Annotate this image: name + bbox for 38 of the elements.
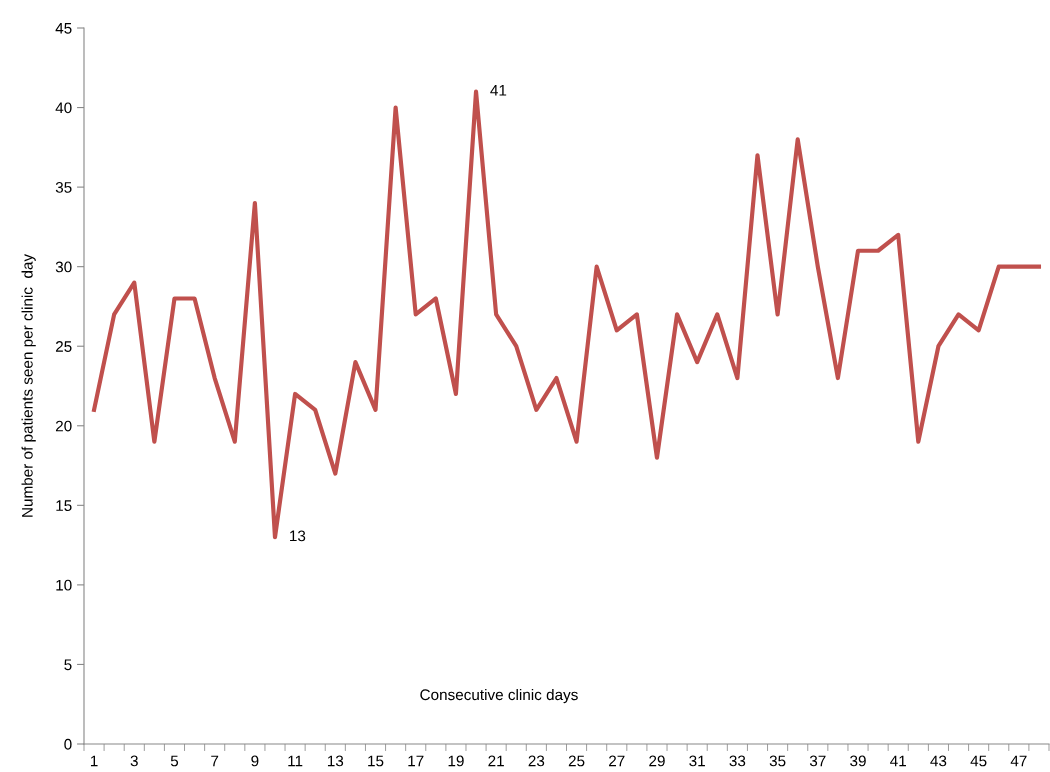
data-label: 41 [490, 85, 507, 96]
x-tick-label: 45 [970, 755, 987, 767]
x-tick-label: 21 [488, 755, 504, 767]
x-tick-label: 7 [211, 755, 219, 767]
x-tick-label: 19 [448, 755, 464, 767]
x-tick-label: 37 [809, 755, 826, 767]
x-tick-label: 11 [288, 755, 303, 767]
y-tick-label: 10 [56, 579, 72, 591]
x-tick-label: 23 [528, 755, 545, 767]
x-tick-label: 5 [170, 755, 179, 767]
x-tick-label: 29 [649, 755, 665, 767]
x-tick-label: 3 [130, 755, 138, 767]
x-tick-label: 25 [568, 755, 585, 767]
x-tick-label: 31 [689, 755, 705, 767]
y-tick-label: 25 [55, 341, 72, 352]
x-tick-label: 47 [1010, 755, 1027, 767]
x-tick-label: 43 [930, 755, 947, 767]
y-tick-label: 40 [55, 102, 72, 114]
y-tick-label: 45 [55, 23, 72, 34]
x-tick-label: 1 [90, 755, 98, 767]
y-tick-label: 15 [56, 500, 72, 512]
x-tick-label: 33 [729, 755, 746, 767]
x-tick-label: 15 [368, 755, 384, 767]
y-tick-label: 0 [64, 738, 72, 750]
x-tick-label: 35 [769, 755, 786, 767]
x-tick-label: 27 [609, 755, 625, 767]
y-axis-title: Number of patients seen per clinic day [21, 253, 36, 517]
x-tick-label: 17 [408, 755, 424, 767]
x-tick-label: 13 [327, 755, 344, 767]
x-tick-label: 39 [850, 755, 866, 767]
x-axis-title: Consecutive clinic days [420, 688, 578, 704]
x-tick-label: 9 [251, 755, 259, 767]
y-tick-label: 5 [64, 659, 72, 671]
y-tick-label: 20 [55, 420, 72, 432]
data-label: 13 [290, 530, 306, 542]
x-tick-label: 41 [890, 755, 906, 767]
y-tick-label: 35 [55, 181, 72, 193]
y-tick-label: 30 [55, 261, 72, 273]
